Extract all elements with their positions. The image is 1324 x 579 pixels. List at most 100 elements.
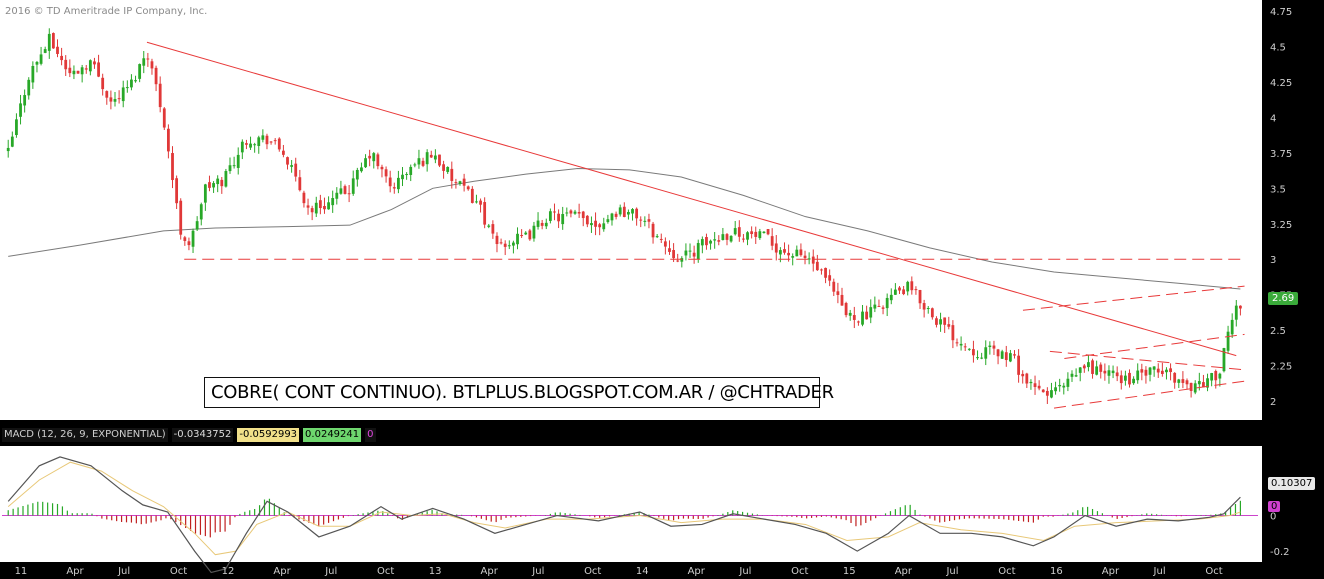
candle-up bbox=[778, 250, 782, 255]
candle-up bbox=[544, 222, 548, 227]
candle-up bbox=[1070, 373, 1074, 377]
candle-up bbox=[1210, 373, 1214, 381]
candle-down bbox=[454, 182, 458, 184]
candle-down bbox=[1185, 380, 1189, 385]
candle-down bbox=[187, 241, 191, 246]
candle-down bbox=[1173, 372, 1177, 383]
candle-down bbox=[672, 250, 675, 259]
y-tick-label: 3.75 bbox=[1270, 149, 1292, 160]
candle-down bbox=[245, 143, 248, 145]
candle-up bbox=[191, 230, 195, 247]
candle-up bbox=[795, 249, 799, 257]
candle-up bbox=[125, 87, 129, 89]
x-tick-label: 16 bbox=[1050, 566, 1063, 577]
x-tick-label: Jul bbox=[738, 566, 751, 577]
candle-up bbox=[869, 307, 873, 318]
candle-down bbox=[750, 231, 754, 235]
candle-down bbox=[766, 229, 770, 235]
candle-down bbox=[918, 290, 922, 304]
candle-up bbox=[364, 158, 367, 168]
x-tick-label: 12 bbox=[222, 566, 235, 577]
candle-up bbox=[372, 153, 376, 162]
candle-down bbox=[972, 349, 975, 356]
candle-down bbox=[770, 236, 774, 246]
chart-annotation: COBRE( CONT CONTINUO). BTLPLUS.BLOGSPOT.… bbox=[204, 377, 834, 408]
candle-up bbox=[709, 240, 712, 244]
candle-up bbox=[512, 242, 515, 246]
candle-up bbox=[458, 181, 462, 184]
candle-up bbox=[10, 136, 14, 147]
candle-up bbox=[88, 60, 92, 72]
candle-up bbox=[475, 201, 478, 203]
candle-up bbox=[1066, 378, 1070, 387]
x-tick-label: Oct bbox=[791, 566, 808, 577]
candle-down bbox=[725, 234, 729, 240]
candle-up bbox=[729, 235, 733, 242]
candle-up bbox=[130, 79, 133, 88]
copyright-text: 2016 © TD Ameritrade IP Company, Inc. bbox=[5, 6, 208, 17]
candle-down bbox=[540, 222, 544, 226]
candle-up bbox=[507, 245, 511, 247]
candle-up bbox=[610, 213, 614, 221]
candle-up bbox=[590, 223, 593, 226]
candle-down bbox=[902, 289, 906, 295]
candle-up bbox=[565, 212, 569, 214]
candle-down bbox=[318, 200, 322, 209]
candle-down bbox=[154, 67, 158, 85]
candle-down bbox=[963, 346, 967, 348]
candle-down bbox=[787, 252, 790, 256]
candle-up bbox=[885, 297, 889, 309]
candle-down bbox=[1115, 372, 1119, 377]
candle-down bbox=[935, 318, 938, 325]
candle-down bbox=[208, 182, 211, 188]
candle-down bbox=[1144, 369, 1148, 376]
candle-down bbox=[1160, 370, 1164, 374]
candle-down bbox=[265, 135, 269, 145]
macd-last-badge: 0.10307 bbox=[1268, 477, 1316, 490]
candle-up bbox=[1123, 375, 1127, 381]
candle-up bbox=[1226, 331, 1230, 351]
candle-up bbox=[746, 232, 749, 240]
candle-down bbox=[910, 281, 914, 291]
candle-down bbox=[852, 315, 856, 320]
candle-down bbox=[635, 208, 639, 219]
macd-label[interactable]: MACD (12, 26, 9, EXPONENTIAL) bbox=[2, 428, 168, 442]
candle-up bbox=[253, 144, 257, 146]
x-tick-label: Jul bbox=[945, 566, 958, 577]
candle-down bbox=[676, 260, 680, 262]
candle-up bbox=[1062, 385, 1066, 388]
candle-up bbox=[655, 236, 659, 238]
candle-down bbox=[811, 256, 815, 264]
candle-up bbox=[72, 70, 76, 75]
x-tick-label: Apr bbox=[273, 566, 291, 577]
candle-down bbox=[1004, 352, 1008, 361]
candle-up bbox=[602, 223, 606, 230]
candle-down bbox=[150, 61, 154, 69]
candle-up bbox=[134, 80, 137, 82]
moving-average-line bbox=[8, 167, 1241, 290]
candle-down bbox=[742, 238, 745, 240]
x-tick-label: 11 bbox=[15, 566, 28, 577]
candle-up bbox=[618, 207, 622, 215]
candle-down bbox=[491, 224, 495, 234]
candle-down bbox=[442, 164, 445, 171]
candle-down bbox=[162, 108, 166, 128]
candle-up bbox=[257, 137, 261, 147]
candle-up bbox=[873, 304, 877, 309]
candle-down bbox=[1025, 373, 1029, 384]
candle-down bbox=[737, 227, 741, 237]
candle-up bbox=[228, 165, 232, 172]
x-tick-label: Apr bbox=[481, 566, 499, 577]
candle-up bbox=[1132, 378, 1136, 384]
candle-down bbox=[881, 307, 885, 309]
candle-down bbox=[832, 281, 836, 292]
candle-up bbox=[536, 220, 540, 227]
candle-up bbox=[31, 65, 35, 83]
candle-down bbox=[996, 349, 1000, 357]
candle-up bbox=[1152, 366, 1156, 370]
candle-up bbox=[1058, 384, 1062, 387]
candle-down bbox=[803, 255, 807, 258]
y-tick-label: 2 bbox=[1270, 397, 1276, 408]
candle-down bbox=[783, 249, 786, 253]
candle-up bbox=[1111, 370, 1115, 374]
